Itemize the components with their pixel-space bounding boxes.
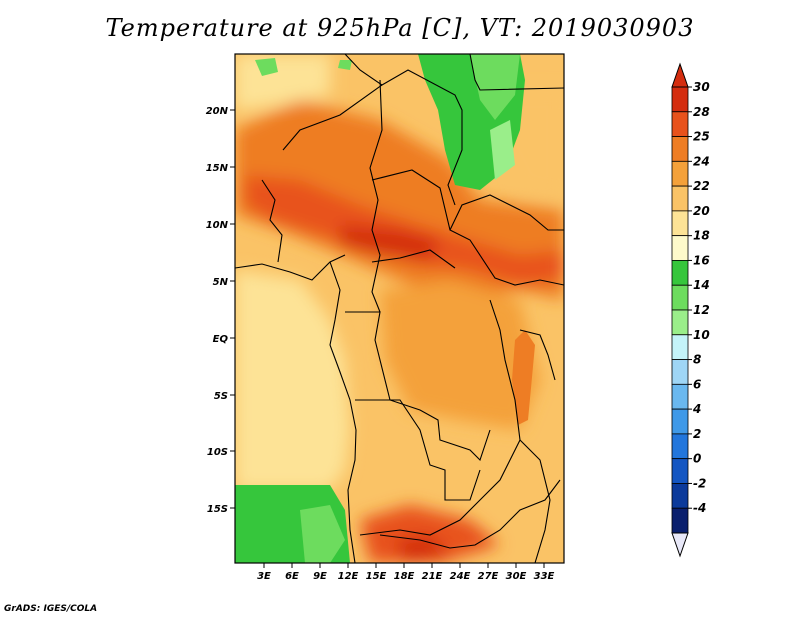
lon-label: 21E	[422, 571, 443, 582]
colorbar-band	[671, 383, 689, 410]
lat-labels: 20N 15N 10N 5N EQ 5S 10S 15S	[206, 106, 229, 515]
field-south-core	[395, 535, 450, 563]
lat-label: 10S	[207, 447, 228, 458]
coastline-gulf	[235, 254, 346, 281]
colorbar-label: 8	[693, 353, 701, 367]
field-hot-band	[245, 175, 564, 285]
border-malawi	[519, 439, 551, 563]
lon-label: 3E	[257, 571, 271, 582]
colorbar-band	[671, 210, 689, 237]
colorbar-band	[671, 136, 689, 162]
colorbar-band	[671, 160, 689, 187]
lon-label: 27E	[478, 571, 499, 582]
field-lakes	[512, 330, 535, 425]
colorbar-label: 6	[693, 377, 701, 391]
colorbar-band	[671, 235, 689, 261]
colorbar-label: 12	[693, 303, 710, 317]
lat-label: 5N	[213, 277, 229, 288]
colorbar-band	[671, 284, 689, 311]
lon-label: 12E	[338, 571, 359, 582]
colorbar-label: 18	[693, 229, 710, 243]
field-highlands-lightgreen	[470, 54, 520, 120]
colorbar-label: 10	[693, 328, 710, 342]
lon-label: 18E	[394, 571, 415, 582]
border-south	[379, 479, 561, 549]
lat-label: 15N	[206, 163, 229, 174]
field-ocean	[235, 270, 350, 490]
colorbar-band	[671, 86, 689, 113]
colorbar-label: 4	[692, 402, 701, 416]
field-basin	[380, 280, 540, 430]
colorbar-label: 24	[693, 154, 710, 168]
colorbar-label: 30	[693, 80, 710, 94]
field-nw-dot	[255, 58, 278, 76]
colorbar-label: 16	[693, 253, 710, 267]
colorbar-top-arrow	[671, 62, 689, 88]
colorbar-label: 14	[693, 278, 710, 292]
colorbar-label: -2	[693, 476, 706, 490]
lon-label: 24E	[450, 571, 471, 582]
border-car	[371, 249, 456, 269]
colorbar-band	[671, 334, 689, 360]
border-nw	[344, 54, 383, 86]
grads-credit: GrADS: IGES/COLA	[4, 604, 98, 614]
colorbar-band	[671, 309, 689, 336]
lon-label: 30E	[506, 571, 527, 582]
map-frame	[234, 53, 565, 564]
lon-labels: 3E 6E 9E 12E 15E 18E 21E 24E 27E 30E 33E	[257, 571, 554, 582]
border-sudan	[449, 194, 564, 231]
lat-label: 20N	[206, 106, 229, 117]
colorbar-band	[671, 458, 689, 484]
lat-label: 5S	[214, 391, 228, 402]
colorbar-label: 25	[693, 130, 710, 144]
lon-label: 33E	[534, 571, 555, 582]
colorbar-label: 0	[693, 452, 701, 466]
field-south-hot	[360, 505, 500, 563]
border-north	[282, 69, 463, 206]
chart-title: Temperature at 925hPa [C], VT: 201903090…	[105, 14, 695, 42]
lon-ticks	[263, 563, 545, 568]
colorbar-band	[671, 111, 689, 137]
field-nw-dot	[338, 60, 352, 70]
colorbar-band	[671, 507, 689, 534]
lat-label: 15S	[207, 504, 228, 515]
colorbar-bands	[671, 86, 689, 534]
border-eritrea	[469, 54, 564, 91]
border-nigeria-west	[261, 179, 283, 263]
lat-label: 10N	[206, 220, 229, 231]
colorbar-label: -4	[693, 501, 706, 515]
lat-ticks	[230, 109, 235, 509]
border-car-south	[371, 169, 564, 286]
temperature-field	[235, 54, 564, 563]
colorbar-bottom-arrow	[671, 532, 689, 558]
colorbar-band	[671, 433, 689, 460]
colorbar-label: 2	[693, 427, 701, 441]
border-drc-east	[359, 299, 521, 536]
lon-label: 15E	[366, 571, 387, 582]
colorbar-band	[671, 483, 689, 509]
field-hot-core	[340, 225, 440, 260]
field-highlands-pale	[490, 120, 515, 180]
border-congo	[345, 311, 491, 462]
lon-label: 9E	[313, 571, 327, 582]
colorbar-label: 20	[693, 204, 710, 218]
country-borders	[235, 54, 564, 563]
colorbar-band	[671, 408, 689, 435]
colorbar-band	[671, 359, 689, 385]
colorbar-label: 28	[693, 105, 710, 119]
border-chad	[369, 79, 383, 313]
border-lake-region	[519, 329, 556, 381]
field-sw-lightgreen	[300, 505, 345, 563]
colorbar-label: 22	[693, 179, 710, 193]
lon-label: 6E	[285, 571, 299, 582]
colorbar-band	[671, 185, 689, 212]
coastline-west	[329, 261, 357, 563]
lat-label: EQ	[213, 334, 229, 345]
border-angola	[355, 399, 481, 501]
colorbar-band	[671, 260, 689, 286]
